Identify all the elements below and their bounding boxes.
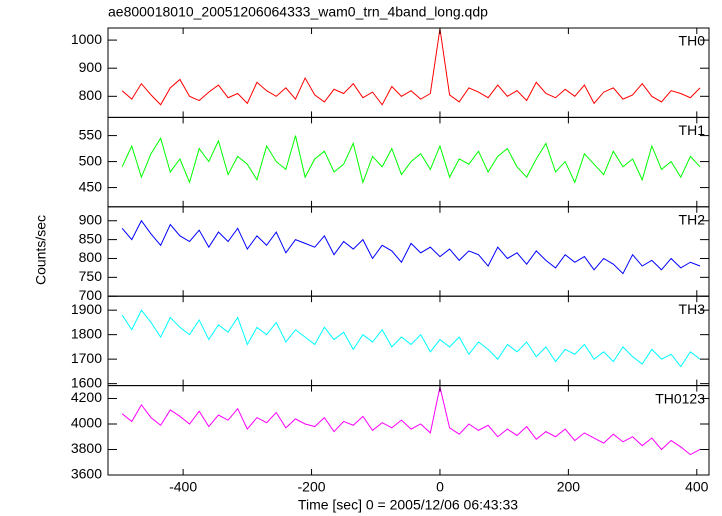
y-tick-label: 4200 — [71, 389, 102, 405]
x-tick-label: 0 — [436, 479, 444, 495]
y-tick-label: 3600 — [71, 466, 102, 482]
x-axis-label: Time [sec] 0 = 2005/12/06 06:43:33 — [298, 497, 518, 513]
y-tick-label: 700 — [79, 287, 103, 303]
y-tick-label: 1000 — [71, 31, 102, 47]
y-tick-label: 1800 — [71, 325, 102, 341]
y-tick-label: 3800 — [71, 440, 102, 456]
y-tick-label: 900 — [79, 59, 103, 75]
panel-frame — [107, 116, 710, 208]
x-tick-label: 200 — [557, 479, 581, 495]
chart-title: ae800018010_20051206064333_wam0_trn_4ban… — [108, 4, 488, 20]
data-line — [121, 219, 701, 275]
panel-label: TH0 — [679, 33, 706, 49]
x-tick-label: -200 — [298, 479, 326, 495]
y-tick-label: 450 — [79, 178, 103, 194]
panel-frame — [107, 27, 710, 118]
panel-label: TH1 — [679, 122, 706, 138]
y-tick-label: 1700 — [71, 350, 102, 366]
y-tick-label: 800 — [79, 87, 103, 103]
panel-label: TH3 — [679, 301, 706, 317]
data-line — [121, 386, 701, 456]
y-tick-label: 900 — [79, 211, 103, 227]
y-tick-label: 1600 — [71, 374, 102, 390]
y-tick-label: 750 — [79, 268, 103, 284]
x-tick-label: 400 — [685, 479, 709, 495]
panel-label: TH2 — [679, 212, 706, 228]
data-line — [121, 309, 701, 368]
y-tick-label: 850 — [79, 230, 103, 246]
data-line — [121, 135, 701, 185]
panel-frame — [107, 385, 710, 476]
panel-frame — [107, 206, 710, 297]
y-tick-label: 1900 — [71, 301, 102, 317]
y-tick-label: 500 — [79, 152, 103, 168]
y-tick-label: 800 — [79, 249, 103, 265]
y-tick-label: 4000 — [71, 415, 102, 431]
y-tick-label: 550 — [79, 126, 103, 142]
panel-frame — [107, 295, 710, 387]
panel-label: TH0123 — [655, 390, 705, 406]
y-axis-label: Counts/sec — [33, 215, 49, 285]
data-line — [121, 28, 701, 106]
x-tick-label: -400 — [169, 479, 197, 495]
